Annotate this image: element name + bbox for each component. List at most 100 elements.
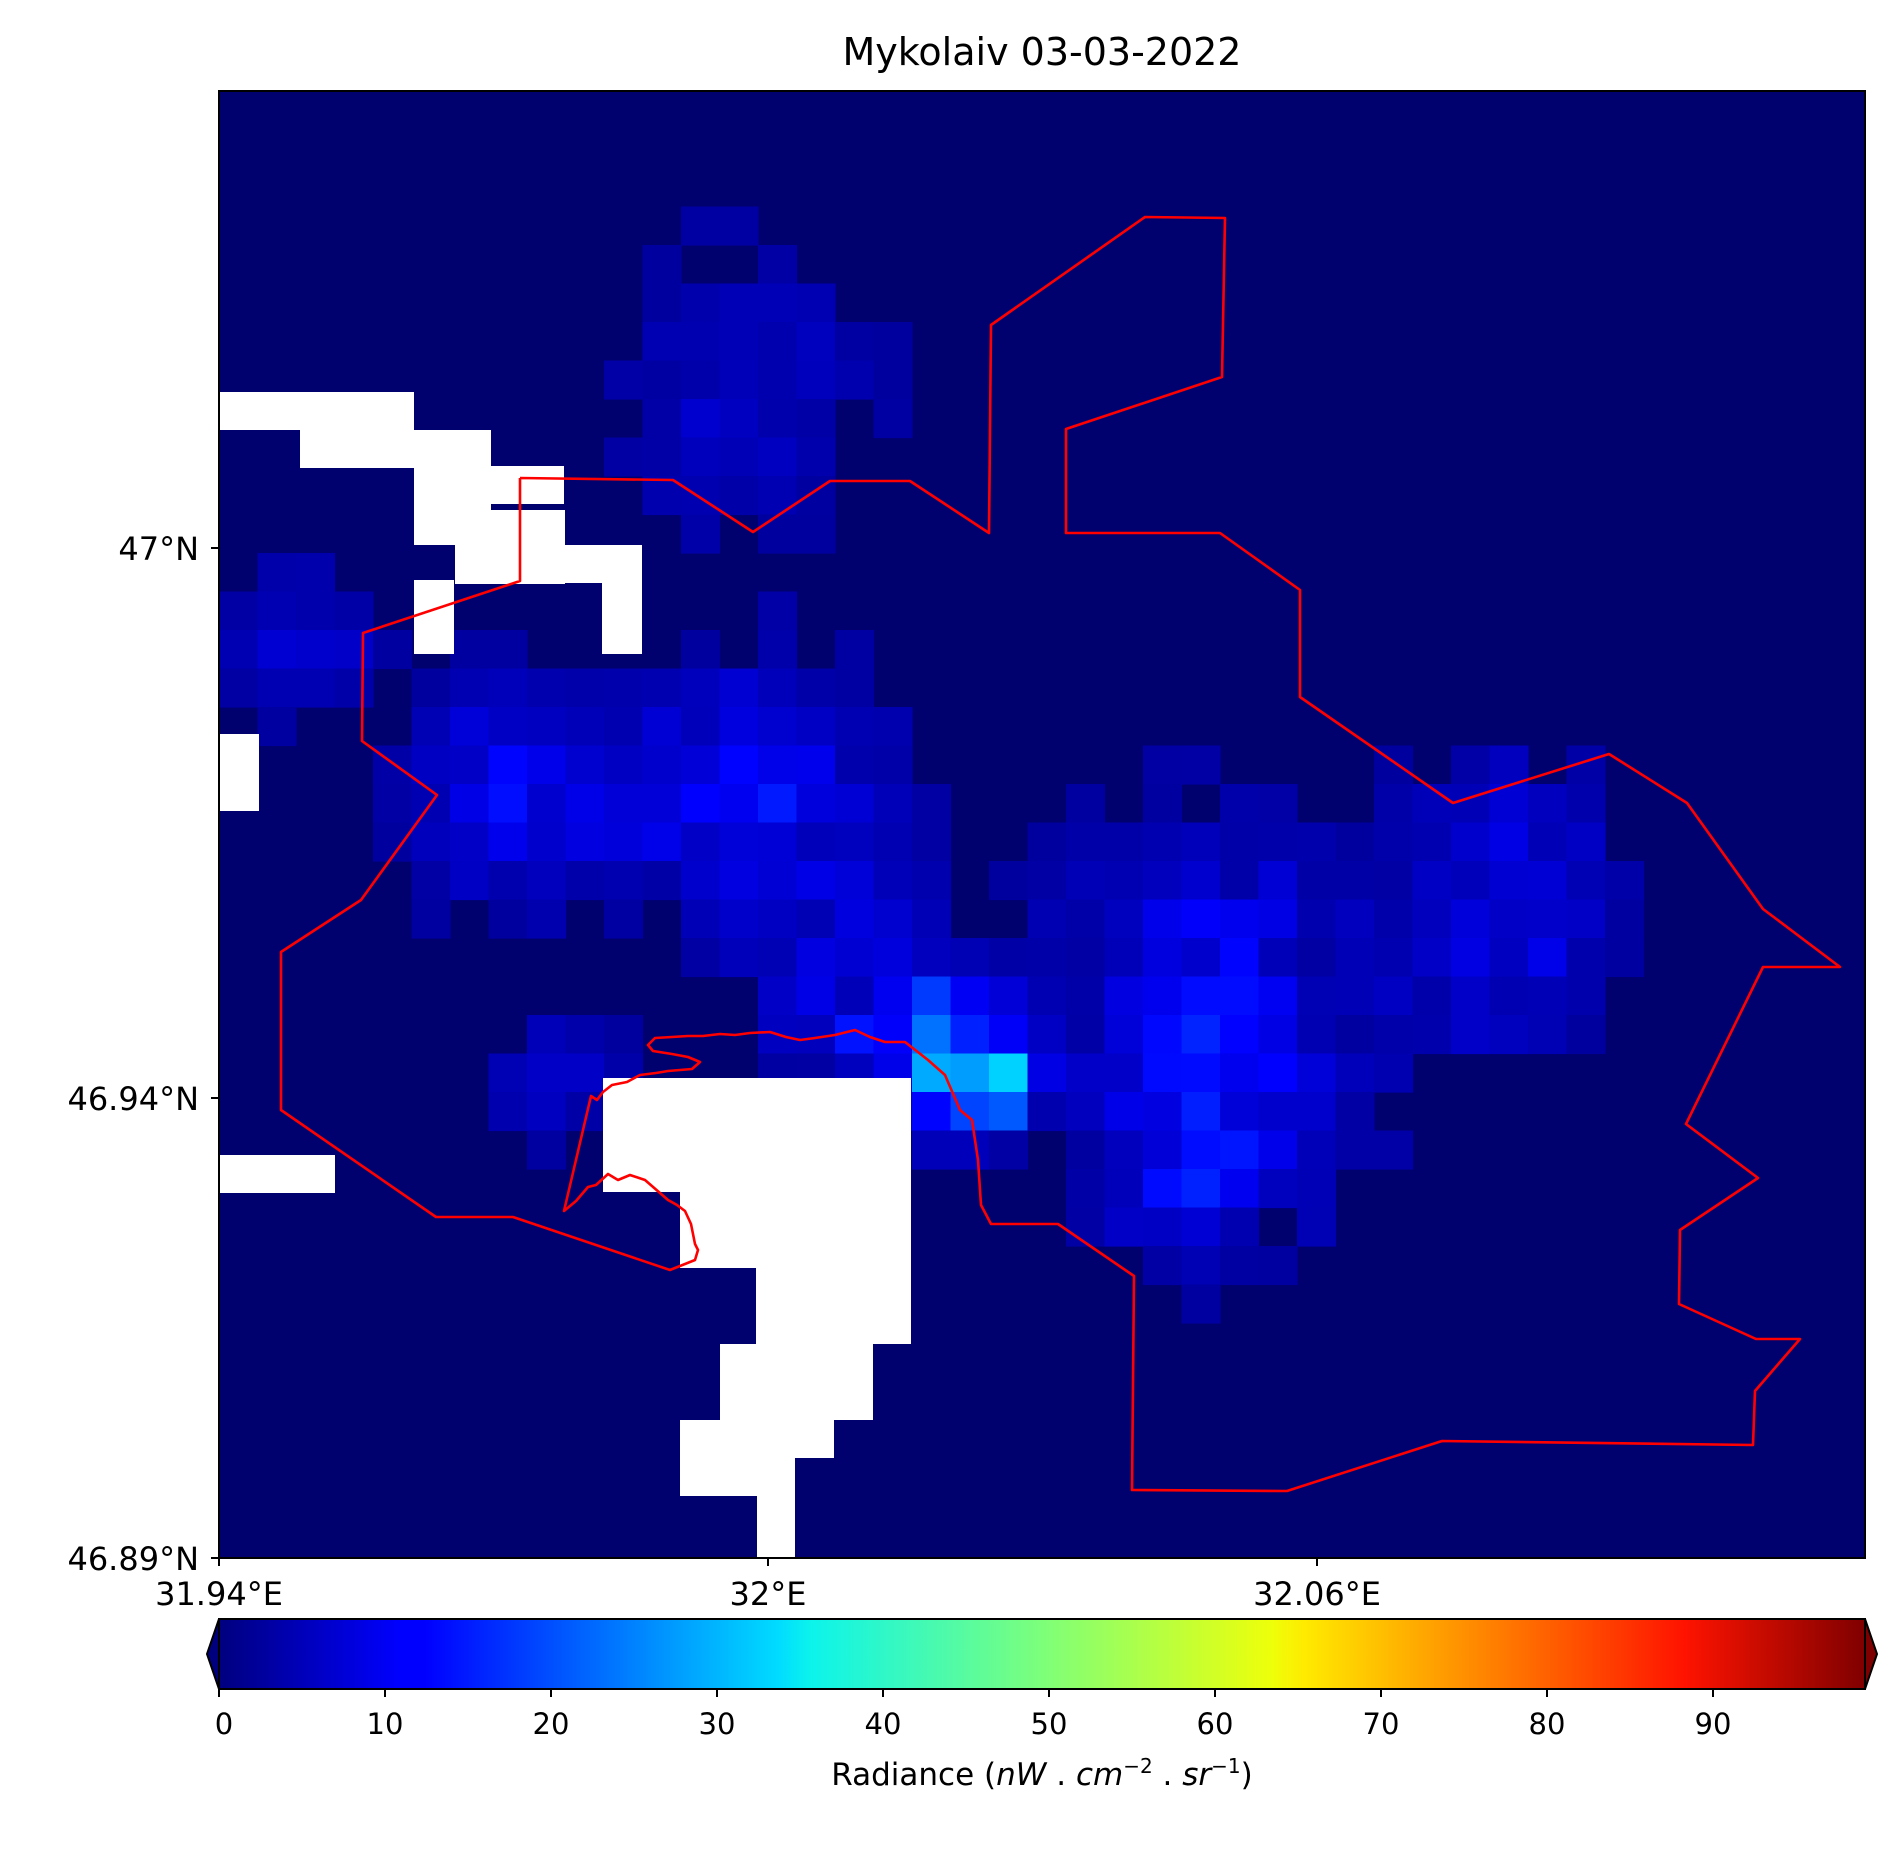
radiance-cell [565,707,605,747]
radiance-cell [873,1015,913,1055]
radiance-cell [1412,938,1452,978]
radiance-cell [719,707,759,747]
radiance-cell [1605,861,1645,901]
radiance-cell [1297,938,1337,978]
radiance-cell [373,630,413,670]
radiance-cell [912,976,952,1016]
radiance-cell [1181,1246,1221,1286]
radiance-cell [527,861,567,901]
radiance-cell [1297,1169,1337,1209]
nodata-cell [414,580,454,654]
radiance-cell [1335,976,1375,1016]
radiance-cell [565,1015,605,1055]
radiance-cell [1027,861,1067,901]
colorbar-ticks: 0 10 20 30 40 50 60 70 80 90 [215,1689,1732,1741]
radiance-cell [565,668,605,708]
radiance-cell [1104,1207,1144,1247]
radiance-cell [1489,899,1529,939]
radiance-cell [411,707,451,747]
radiance-cell [719,399,759,439]
svg-text:90: 90 [1695,1707,1732,1741]
radiance-cell [912,1092,952,1132]
radiance-cell [950,1015,990,1055]
radiance-cell [411,745,451,785]
radiance-cell [758,822,798,862]
nodata-cells [219,392,911,1558]
radiance-cell [411,861,451,901]
colorbar-tick: 70 [1363,1689,1399,1741]
radiance-cell [642,668,682,708]
radiance-cell [873,322,913,362]
radiance-cell [296,668,336,708]
radiance-cell [912,1015,952,1055]
radiance-cell [1412,899,1452,939]
radiance-cell [450,822,490,862]
radiance-cell [1258,1130,1298,1170]
radiance-cell [796,322,836,362]
radiance-cell [1335,938,1375,978]
radiance-cell [796,399,836,439]
radiance-cell [835,861,875,901]
radiance-cell [1528,861,1568,901]
colorbar-gradient [219,1619,1865,1689]
radiance-cell [1258,1092,1298,1132]
radiance-cell [1104,822,1144,862]
radiance-cell [950,938,990,978]
nodata-cell [603,1078,911,1116]
svg-text:20: 20 [533,1707,570,1741]
radiance-cell [1181,976,1221,1016]
radiance-cell [835,322,875,362]
radiance-cell [1181,938,1221,978]
radiance-cell [835,822,875,862]
radiance-cell [758,938,798,978]
radiance-cell [1104,1015,1144,1055]
radiance-cell [681,822,721,862]
radiance-cell [873,399,913,439]
radiance-cell [719,822,759,862]
radiance-cell [873,861,913,901]
radiance-cell [758,668,798,708]
radiance-cell [1220,1092,1260,1132]
nodata-cell [680,1458,795,1496]
radiance-cell [527,707,567,747]
radiance-cell [796,437,836,477]
radiance-cell [1066,784,1106,824]
radiance-cell [1181,861,1221,901]
radiance-cell [1027,1092,1067,1132]
nodata-cell [602,580,642,654]
colorbar: 0 10 20 30 40 50 60 70 80 90 Radiance (n… [205,1618,1879,1793]
radiance-cell [527,1130,567,1170]
radiance-cell [796,822,836,862]
radiance-cell [758,360,798,400]
radiance-cell [873,938,913,978]
radiance-cell [873,360,913,400]
radiance-cell [1412,861,1452,901]
radiance-cell [758,630,798,670]
radiance-cell [1566,976,1606,1016]
radiance-cell [681,206,721,246]
radiance-cell [912,1053,952,1093]
radiance-cell [296,630,336,670]
radiance-cell [1489,1015,1529,1055]
radiance-cell [1566,938,1606,978]
radiance-cell [719,476,759,516]
radiance-cell [450,630,490,670]
radiance-cells [219,206,1645,1324]
radiance-cell [219,630,259,670]
radiance-cell [1220,1130,1260,1170]
radiance-cell [989,861,1029,901]
radiance-cell [873,784,913,824]
radiance-cell [527,784,567,824]
radiance-cell [1220,784,1260,824]
radiance-cell [450,784,490,824]
radiance-cell [796,784,836,824]
radiance-cell [835,784,875,824]
radiance-cell [1104,1053,1144,1093]
radiance-cell [1374,899,1414,939]
radiance-cell [1066,899,1106,939]
radiance-cell [1181,1053,1221,1093]
radiance-cell [1104,1092,1144,1132]
radiance-cell [1143,861,1183,901]
radiance-cell [1451,822,1491,862]
